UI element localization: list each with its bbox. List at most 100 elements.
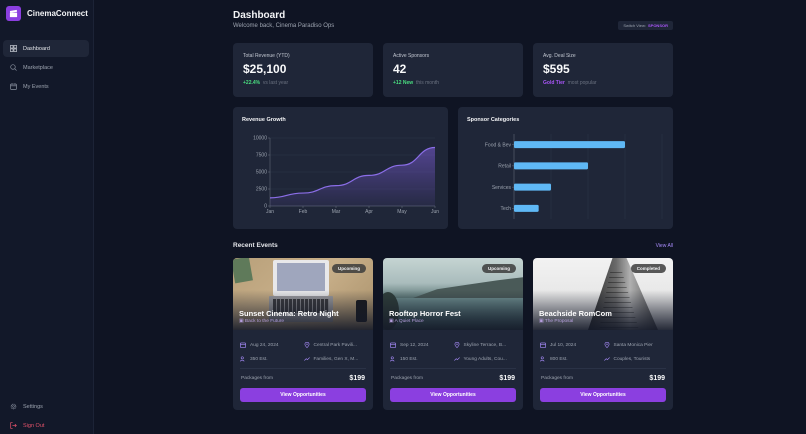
stat-card-revenue: Total Revenue (YTD) $25,100 +22.4% vs la… [233,43,373,97]
chart-title: Revenue Growth [242,117,286,123]
event-audience: Couples, Tourists [613,356,651,362]
package-price: $199 [649,375,665,382]
sidebar-item-sign-out[interactable]: Sign Out [3,417,89,434]
calendar-icon [240,342,246,348]
page-subtitle: Welcome back, Cinema Paradiso Ops [233,23,335,29]
stat-value: $25,100 [243,62,287,76]
stat-note: vs last year [262,80,289,86]
sidebar-item-marketplace[interactable]: Marketplace [3,59,89,76]
event-date: Aug 24, 2024 [250,342,279,348]
event-audience: Families, Gen X, M... [313,356,359,362]
event-film: ▣ Back to the Future [239,319,285,324]
event-card[interactable]: Upcoming Sunset Cinema: Retro Night ▣ Ba… [233,258,373,410]
events-list: Upcoming Sunset Cinema: Retro Night ▣ Ba… [233,258,673,410]
trending-up-icon [303,357,310,361]
svg-text:10000: 10000 [253,136,267,142]
trending-up-icon [453,357,460,361]
svg-text:5000: 5000 [256,170,267,176]
view-opportunities-button[interactable]: View Opportunities [390,388,516,402]
event-audience: Young Adults, Cou... [463,356,507,362]
revenue-growth-card: Revenue Growth 0 2500 5000 7500 10000 Jan Feb M… [233,107,448,229]
stat-highlight: +22.4% [243,80,261,86]
svg-text:7500: 7500 [256,153,267,159]
view-opportunities-button[interactable]: View Opportunities [240,388,366,402]
status-badge: Completed [630,264,666,273]
stat-highlight: +12 New [393,80,414,86]
charts-row: Revenue Growth 0 2500 5000 7500 10000 Jan Feb M… [233,107,673,229]
event-image: Completed Beachside RomCom ▣ The Proposa… [533,258,673,330]
search-icon [10,64,17,71]
status-badge: Upcoming [482,264,516,273]
stat-note: most popular [567,80,597,86]
stats-row: Total Revenue (YTD) $25,100 +22.4% vs la… [233,43,673,97]
app-name: CinemaConnect [27,9,88,18]
svg-text:Tech: Tech [500,206,511,212]
view-all-link[interactable]: View All [655,243,673,249]
stat-label: Active Sponsors [393,53,430,59]
stat-value: 42 [393,62,407,76]
event-name: Rooftop Horror Fest [389,309,461,318]
sidebar-item-label: Sign Out [23,422,45,429]
trending-up-icon [603,357,610,361]
divider [390,368,516,369]
users-icon [390,356,395,362]
event-film: ▣ The Proposal [539,319,574,324]
stat-card-deal-size: Avg. Deal Size $595 Gold Tier most popul… [533,43,673,97]
event-name: Beachside RomCom [539,309,612,318]
recent-events-heading: Recent Events [233,242,278,249]
svg-text:Food & Bev: Food & Bev [485,142,512,148]
event-attendance: 150 Est. [400,356,418,362]
svg-text:Jun: Jun [431,209,439,215]
sidebar-item-label: Dashboard [23,45,50,52]
sidebar-item-settings[interactable]: Settings [3,398,89,415]
location-pin-icon [454,342,459,348]
location-pin-icon [304,342,309,348]
switch-view-button[interactable]: Switch View: SPONSOR [618,21,673,30]
grid-icon [10,45,17,52]
package-price: $199 [499,375,515,382]
package-price: $199 [349,375,365,382]
switch-view-value: SPONSOR [647,23,668,28]
svg-text:Services: Services [492,185,512,191]
event-attendance: 350 Est. [250,356,268,362]
svg-text:2500: 2500 [256,187,267,193]
page-title: Dashboard [233,10,286,21]
sidebar-item-dashboard[interactable]: Dashboard [3,40,89,57]
revenue-growth-chart: 0 2500 5000 7500 10000 Jan Feb Mar Apr May Jun [253,136,439,215]
divider [540,368,666,369]
sponsor-categories-card: Sponsor Categories Food & Bev Retail Servi… [458,107,673,229]
svg-text:Jan: Jan [266,209,274,215]
svg-text:Mar: Mar [332,209,341,215]
sidebar-nav: Dashboard Marketplace My Events [3,40,89,97]
stat-highlight: Gold Tier [543,80,565,86]
event-card[interactable]: Completed Beachside RomCom ▣ The Proposa… [533,258,673,410]
view-opportunities-button[interactable]: View Opportunities [540,388,666,402]
sidebar-item-label: My Events [23,83,49,90]
sponsor-categories-chart: Food & Bev Retail Services Tech [485,134,663,219]
calendar-icon [390,342,396,348]
stat-label: Total Revenue (YTD) [243,53,290,59]
sidebar-item-my-events[interactable]: My Events [3,78,89,95]
event-meta: Aug 24, 2024 Central Park Pavili... 350 … [240,338,367,366]
gear-icon [10,403,17,410]
event-date: Sep 12, 2024 [400,342,429,348]
switch-view-label: Switch View: [623,23,646,28]
event-card[interactable]: Upcoming Rooftop Horror Fest ▣ A Quiet P… [383,258,523,410]
sidebar-item-label: Marketplace [23,64,53,71]
packages-label: Packages from [541,376,573,381]
sign-out-icon [10,422,17,429]
event-location: Central Park Pavili... [313,342,357,348]
svg-text:Apr: Apr [365,209,373,215]
brand[interactable]: CinemaConnect [6,6,88,21]
calendar-icon [540,342,546,348]
users-icon [540,356,545,362]
stat-label: Avg. Deal Size [543,53,576,59]
sidebar: CinemaConnect Dashboard Marketplace My E… [0,0,94,434]
stat-note: this month [415,80,440,86]
divider [240,368,366,369]
location-pin-icon [604,342,609,348]
event-date: Jul 10, 2024 [550,342,577,348]
event-location: Santa Monica Pier [613,342,653,348]
clapperboard-icon [6,6,21,21]
calendar-icon [10,83,17,90]
